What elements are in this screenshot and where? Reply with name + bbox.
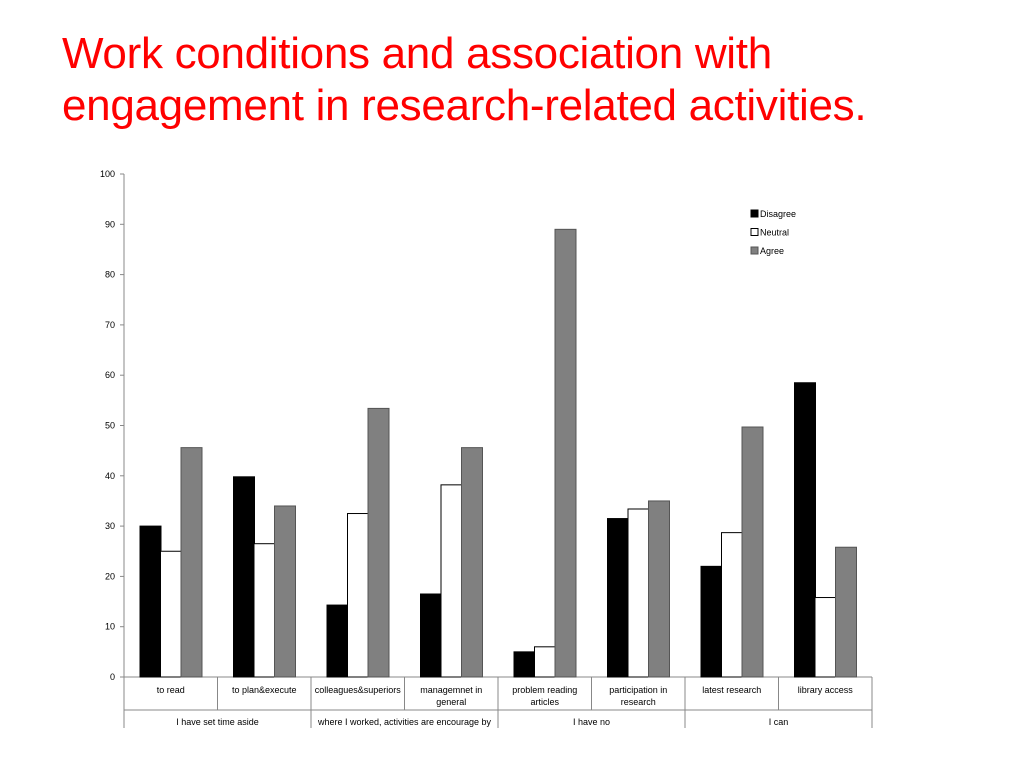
slide-title-line-1: Work conditions and association with [62, 29, 772, 78]
group-label: I have no [573, 717, 610, 727]
bar-agree-7 [835, 546, 857, 678]
bar-agree-6 [741, 426, 764, 678]
y-tick-label: 20 [105, 571, 115, 581]
chart-legend: Disagree Neutral Agree [750, 209, 796, 256]
slide-title-line-2: engagement in research-related activitie… [62, 81, 867, 130]
group-label: where I worked, activities are encourage… [317, 717, 492, 727]
legend-label-disagree: Disagree [760, 209, 796, 219]
bar-neutral-3 [440, 484, 463, 678]
bar-disagree-2 [326, 604, 349, 678]
bar-agree-5 [648, 500, 670, 678]
y-tick-label: 70 [105, 320, 115, 330]
slide-title: Work conditions and association with eng… [62, 28, 1002, 132]
bar-disagree-1 [233, 476, 255, 678]
bar-disagree-6 [700, 565, 723, 678]
y-tick-label: 50 [105, 421, 115, 431]
chart-bars [139, 228, 857, 678]
category-label: latest research [702, 685, 761, 695]
legend-swatch-neutral [750, 228, 759, 236]
category-label: library access [798, 685, 854, 695]
group-label: I can [769, 717, 789, 727]
category-label: articles [530, 697, 559, 707]
bar-disagree-5 [607, 518, 629, 678]
y-tick-label: 30 [105, 521, 115, 531]
bar-agree-4 [554, 228, 577, 678]
bar-neutral-0 [160, 550, 182, 678]
y-tick-label: 60 [105, 370, 115, 380]
bar-agree-2 [367, 407, 390, 678]
category-label: problem reading [512, 685, 577, 695]
bar-agree-3 [461, 447, 483, 678]
y-tick-label: 100 [100, 169, 115, 179]
y-tick-label: 40 [105, 471, 115, 481]
bar-disagree-7 [794, 382, 816, 678]
bar-disagree-0 [139, 525, 162, 678]
bar-neutral-4 [534, 646, 556, 678]
category-label: research [621, 697, 656, 707]
bar-neutral-6 [721, 532, 743, 678]
legend-swatch-agree [750, 246, 759, 255]
legend-label-neutral: Neutral [760, 228, 789, 238]
legend-swatch-disagree [750, 209, 759, 218]
bar-neutral-2 [347, 513, 369, 678]
bar-disagree-4 [513, 651, 536, 678]
category-label: to plan&execute [232, 685, 297, 695]
category-label: managemnet in [420, 685, 482, 695]
y-tick-label: 80 [105, 270, 115, 280]
category-label: colleagues&superiors [315, 685, 402, 695]
y-tick-label: 0 [110, 672, 115, 682]
legend-label-agree: Agree [760, 246, 784, 256]
bar-agree-0 [180, 447, 203, 678]
bar-neutral-7 [814, 597, 837, 678]
bar-neutral-1 [253, 543, 276, 678]
bar-neutral-5 [627, 508, 650, 678]
category-label: to read [157, 685, 185, 695]
category-label: participation in [609, 685, 667, 695]
x-axis-labels: to read to plan&execute colleagues&superio… [157, 685, 854, 727]
bar-agree-1 [274, 505, 296, 678]
y-tick-label: 90 [105, 219, 115, 229]
bar-disagree-3 [420, 593, 442, 678]
group-label: I have set time aside [176, 717, 259, 727]
y-tick-label: 10 [105, 622, 115, 632]
category-label: general [436, 697, 466, 707]
